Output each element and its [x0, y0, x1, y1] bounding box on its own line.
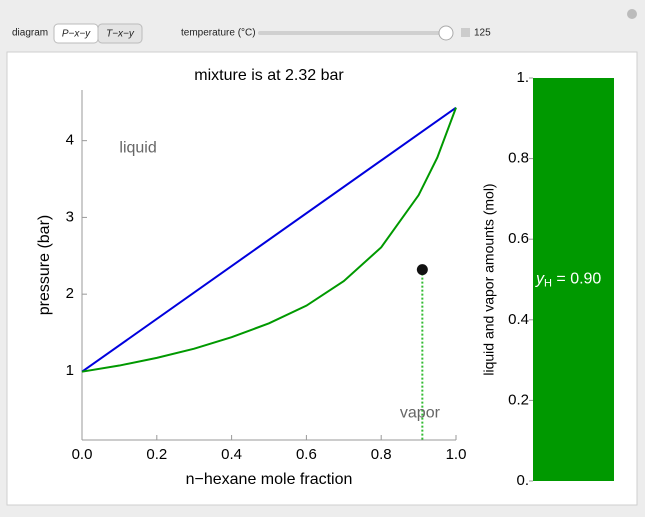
y-tick-label: 0.4: [508, 311, 529, 328]
x-tick-label: 0.8: [371, 446, 392, 463]
x-tick-label: 1.0: [446, 446, 467, 463]
y-tick-label: 1.: [516, 69, 529, 86]
temperature-value: 125: [474, 28, 491, 39]
x-tick-label: 0.2: [146, 446, 167, 463]
curve: [81, 107, 457, 373]
panel: [6, 51, 638, 506]
y-tick-label: 0.6: [508, 230, 529, 247]
y-tick-label: 4: [66, 132, 74, 149]
slider-toggle[interactable]: [461, 28, 470, 37]
x-axis-label: n−hexane mole fraction: [186, 471, 353, 488]
y-tick-label: 0.8: [508, 150, 529, 167]
annotation-part: = 0.90: [552, 271, 601, 288]
x-tick-label: 0.4: [221, 446, 242, 463]
x-tick-label: 0.0: [72, 446, 93, 463]
region-label: liquid: [119, 140, 156, 157]
option-label: T−x−y: [106, 29, 135, 40]
curve: [81, 106, 457, 373]
slider-thumb[interactable]: [438, 25, 454, 41]
y-tick-label: 0.2: [508, 391, 529, 408]
y-axis-label: pressure (bar): [36, 215, 53, 315]
option-label: P−x−y: [62, 29, 91, 40]
annotation-part: y: [535, 271, 545, 288]
option-button[interactable]: [97, 23, 143, 44]
y-tick-label: 3: [66, 208, 74, 225]
y-axis-label: liquid and vapor amounts (mol): [481, 183, 497, 375]
bar-annotation: yH = 0.90: [535, 271, 601, 290]
region-label: vapor: [400, 404, 441, 421]
state-point: [416, 264, 428, 276]
x-tick-label: 0.6: [296, 446, 317, 463]
slider-track[interactable]: [258, 31, 450, 35]
close-button[interactable]: [627, 9, 637, 19]
chart-title: mixture is at 2.32 bar: [194, 67, 344, 84]
temperature-label: temperature (°C): [181, 28, 256, 39]
y-tick-label: 1: [66, 362, 74, 379]
annotation-part: H: [544, 277, 552, 289]
y-tick-label: 0.: [516, 472, 529, 489]
y-tick-label: 2: [66, 285, 74, 302]
bar: [533, 78, 614, 481]
diagram-label: diagram: [12, 28, 48, 39]
